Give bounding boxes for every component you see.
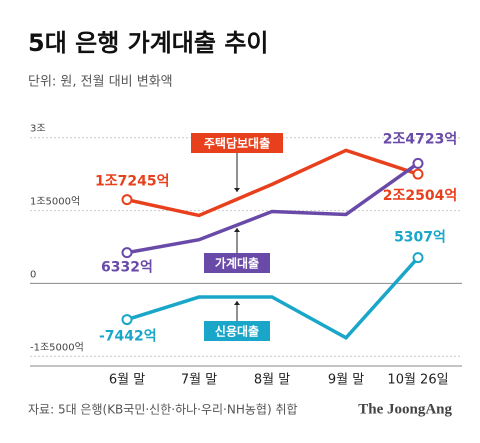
x-tick-label: 6월 말 [109,373,145,388]
y-tick-label: 3조 [30,124,46,135]
point [414,253,423,262]
value-label: -7442억 [99,329,157,345]
point [414,170,423,179]
value-label: 5307억 [394,230,446,246]
y-tick-label: 1조5000억 [30,196,80,208]
source: 자료: 5대 은행(KB국민·신한·하나·우리·NH농협) 취합 [28,402,298,417]
arrow-head [234,188,240,192]
chart-subtitle: 단위: 원, 전월 대비 변화액 [28,75,173,90]
y-tick-label: -1조5000억 [30,341,84,353]
x-tick-label: 10월 26일 [387,373,448,388]
arrow-head [234,301,240,305]
value-label: 6332억 [101,260,153,276]
point [123,315,132,324]
value-label: 2조4723억 [383,131,457,147]
value-label: 2조2504억 [383,188,457,204]
value-label: 1조7245억 [95,174,169,190]
point [123,195,132,204]
legend-label: 신용대출 [215,324,259,339]
arrow-head [234,228,240,232]
point [123,248,132,257]
y-tick-label: 0 [30,269,36,280]
legend-label: 가계대출 [215,256,259,271]
point [414,159,423,168]
x-tick-label: 8월 말 [254,373,290,388]
chart-title: 5대 은행 가계대출 추이 [28,29,269,57]
x-tick-label: 9월 말 [328,373,364,388]
x-tick-label: 7월 말 [181,373,217,388]
brand: The JoongAng [358,401,452,417]
line [127,150,418,215]
legend-label: 주택담보대출 [204,136,270,151]
